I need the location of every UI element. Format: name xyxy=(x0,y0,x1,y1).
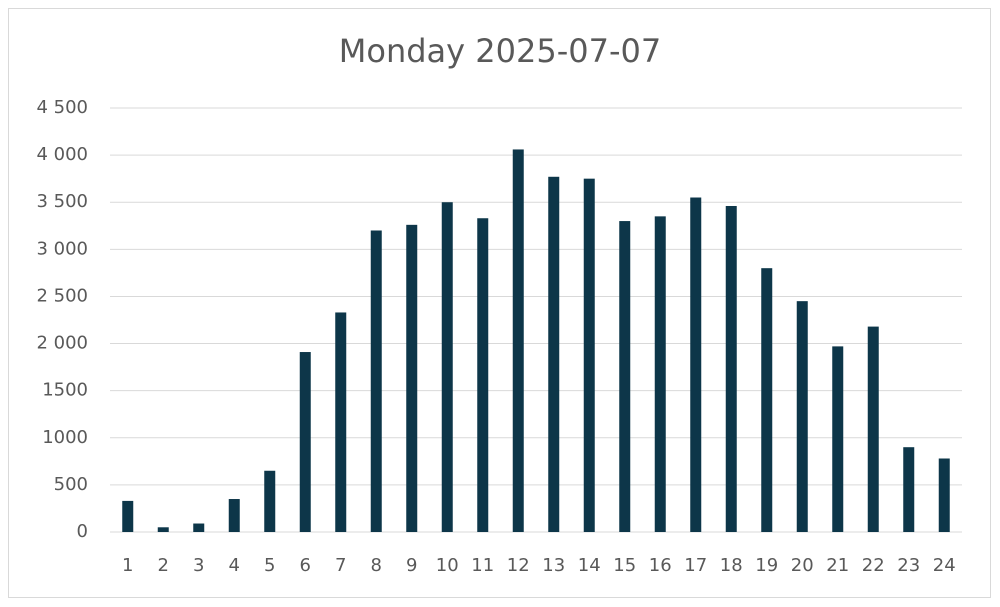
x-tick-label: 1 xyxy=(122,555,133,576)
bar xyxy=(228,499,240,532)
bar xyxy=(583,178,595,532)
bar xyxy=(477,218,489,533)
bar xyxy=(832,346,844,532)
chart-frame xyxy=(8,8,991,598)
x-tick-label: 4 xyxy=(229,555,240,576)
bar xyxy=(867,326,879,532)
y-tick-label: 2 500 xyxy=(36,285,88,306)
x-tick-label: 9 xyxy=(406,555,417,576)
x-tick-label: 5 xyxy=(264,555,275,576)
bar xyxy=(335,312,347,532)
x-tick-label: 8 xyxy=(371,555,382,576)
x-tick-label: 10 xyxy=(436,555,459,576)
y-tick-label: 500 xyxy=(54,474,88,495)
bar xyxy=(512,149,524,533)
bar xyxy=(725,205,737,533)
x-tick-label: 20 xyxy=(791,555,814,576)
x-tick-label: 23 xyxy=(897,555,920,576)
x-tick-label: 6 xyxy=(300,555,311,576)
x-tick-label: 24 xyxy=(933,555,956,576)
x-tick-label: 22 xyxy=(862,555,885,576)
bar xyxy=(406,224,418,532)
y-tick-label: 3 000 xyxy=(36,238,88,259)
bar xyxy=(441,202,453,532)
bar xyxy=(938,458,950,532)
y-tick-label: 0 xyxy=(77,521,88,542)
x-tick-label: 12 xyxy=(507,555,530,576)
x-tick-label: 13 xyxy=(542,555,565,576)
bar xyxy=(761,268,773,532)
x-tick-label: 19 xyxy=(755,555,778,576)
bar xyxy=(370,230,382,532)
y-tick-label: 1000 xyxy=(42,427,88,448)
x-tick-label: 7 xyxy=(335,555,346,576)
bar xyxy=(903,447,915,532)
y-tick-label: 3 500 xyxy=(36,191,88,212)
bar xyxy=(299,352,311,532)
bar xyxy=(619,221,631,533)
x-tick-label: 17 xyxy=(684,555,707,576)
y-tick-label: 2 000 xyxy=(36,333,88,354)
x-tick-label: 11 xyxy=(471,555,494,576)
y-tick-label: 1500 xyxy=(42,380,88,401)
x-tick-label: 21 xyxy=(826,555,849,576)
x-tick-label: 14 xyxy=(578,555,601,576)
chart-title: Monday 2025-07-07 xyxy=(339,32,661,70)
x-tick-label: 2 xyxy=(158,555,169,576)
bar xyxy=(548,176,560,532)
bar xyxy=(122,500,134,532)
x-tick-label: 15 xyxy=(613,555,636,576)
x-tick-label: 3 xyxy=(193,555,204,576)
x-tick-label: 16 xyxy=(649,555,672,576)
bar xyxy=(157,527,169,532)
bar xyxy=(264,470,276,532)
bar xyxy=(796,301,808,532)
x-tick-label: 18 xyxy=(720,555,743,576)
y-tick-label: 4 500 xyxy=(36,97,88,118)
y-tick-label: 4 000 xyxy=(36,144,88,165)
bar xyxy=(193,523,205,532)
bar xyxy=(690,197,702,532)
bar xyxy=(654,216,666,532)
